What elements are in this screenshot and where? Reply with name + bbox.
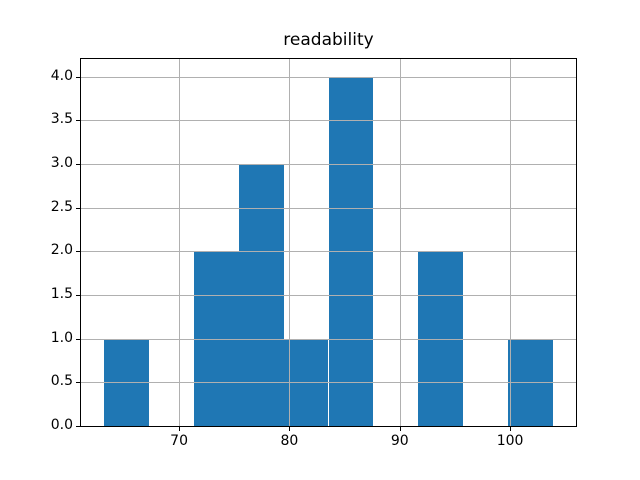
x-tick-label: 90	[390, 433, 409, 449]
x-tick-label: 100	[496, 433, 524, 449]
x-axis-tick	[399, 427, 401, 431]
y-tick-label: 1.5	[50, 285, 73, 302]
y-axis-tick	[76, 338, 80, 340]
y-tick-label: 0.5	[50, 373, 73, 390]
gridline-vertical	[510, 59, 512, 426]
y-axis-tick	[76, 163, 80, 165]
x-axis-tick	[179, 427, 181, 431]
y-axis-tick	[76, 382, 80, 384]
gridline-horizontal	[81, 76, 576, 78]
gridline-horizontal	[81, 251, 576, 253]
x-axis-tick	[510, 427, 512, 431]
y-axis-tick	[76, 251, 80, 253]
x-tick-label: 80	[280, 433, 299, 449]
gridline-horizontal	[81, 382, 576, 384]
y-tick-label: 2.0	[50, 242, 73, 259]
gridline-vertical	[289, 59, 291, 426]
gridline-horizontal	[81, 207, 576, 209]
y-axis-tick	[76, 426, 80, 427]
x-tick-label: 70	[170, 433, 188, 449]
y-tick-label: 0.0	[50, 417, 73, 433]
y-axis-tick	[76, 294, 80, 296]
gridline-horizontal	[81, 120, 576, 122]
y-tick-label: 1.0	[50, 329, 73, 346]
gridline-horizontal	[81, 294, 576, 296]
y-tick-label: 2.5	[50, 198, 73, 215]
gridline-vertical	[399, 59, 401, 426]
chart-title: readability	[283, 30, 374, 50]
y-tick-label: 4.0	[50, 67, 73, 84]
y-tick-label: 3.5	[50, 111, 73, 128]
gridline-vertical	[179, 59, 181, 426]
y-tick-label: 3.0	[50, 154, 73, 171]
plot-area	[80, 58, 577, 427]
gridline-horizontal	[81, 163, 576, 165]
x-axis-tick	[289, 427, 291, 431]
gridline-horizontal	[81, 338, 576, 340]
plot-inner	[81, 59, 576, 426]
y-axis-tick	[76, 120, 80, 122]
y-axis-tick	[76, 76, 80, 78]
y-axis-tick	[76, 207, 80, 209]
